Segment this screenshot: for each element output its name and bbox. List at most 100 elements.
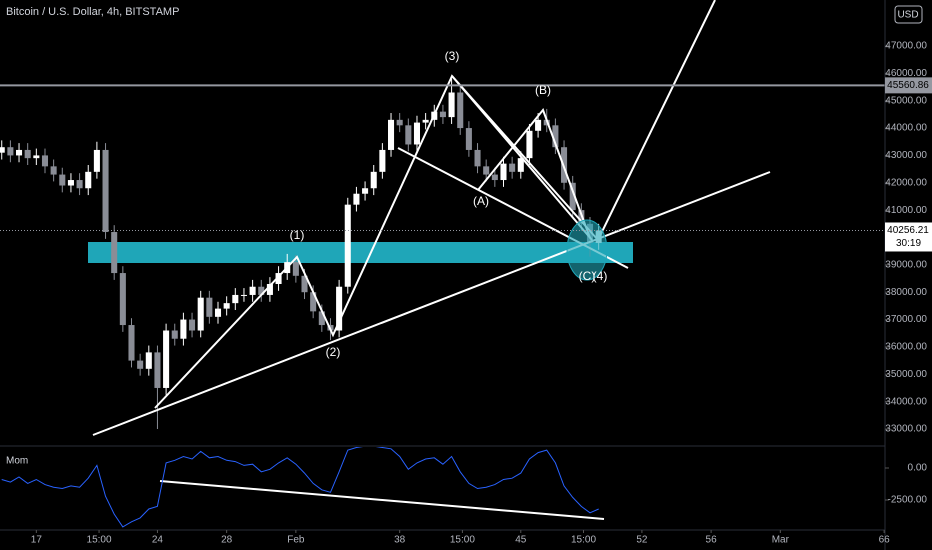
last-price-label: 40256.21	[887, 225, 929, 236]
y-tick-label: 36000.00	[885, 342, 927, 353]
candle-body	[163, 330, 170, 388]
highlight	[566, 219, 608, 281]
candle-body	[405, 125, 412, 145]
candle-body	[197, 297, 204, 331]
candle-body	[301, 275, 308, 293]
wave-label: (C)	[579, 269, 596, 283]
trend-line	[451, 75, 593, 241]
candle-body	[465, 128, 472, 150]
candle-body	[249, 286, 256, 295]
candle-body	[457, 92, 464, 129]
candle-body	[396, 119, 403, 126]
x-tick-label: 24	[152, 535, 164, 546]
candle-body	[171, 330, 178, 339]
candle-body	[483, 166, 490, 175]
candle-body	[214, 308, 222, 317]
candle-body	[379, 149, 386, 172]
y-tick-label: 43000.00	[885, 150, 927, 161]
x-tick-label: 15:00	[450, 535, 475, 546]
candle-body	[41, 155, 49, 167]
candle-body	[128, 325, 135, 361]
wave-label: (4)	[593, 269, 608, 283]
candle-body	[16, 149, 23, 156]
candle-body	[111, 232, 118, 274]
candle-body	[292, 262, 299, 276]
indicator-name: Mom	[6, 456, 28, 467]
candle-body	[526, 130, 533, 159]
candle-body	[370, 171, 377, 189]
candle-body	[353, 193, 360, 205]
candle-body	[24, 149, 31, 159]
candle-body	[517, 158, 524, 172]
candle-body	[336, 286, 343, 331]
candle-body	[76, 180, 83, 189]
x-tick-label: 45	[515, 535, 527, 546]
candle-body	[509, 163, 516, 172]
price-pane: (1) (2) (3) (A) (B) (C)(4)	[0, 0, 885, 436]
currency-label[interactable]: USD	[897, 10, 918, 21]
y-tick-label: 46000.00	[885, 68, 927, 79]
candle-body	[137, 360, 144, 369]
candle-body	[119, 273, 126, 326]
chart-title: Bitcoin / U.S. Dollar, 4h, BITSTAMP	[6, 6, 179, 18]
x-tick-label: 56	[706, 535, 718, 546]
x-tick-label: 17	[31, 535, 43, 546]
wave-label: (1)	[290, 228, 305, 242]
x-tick-label: 52	[636, 535, 648, 546]
candle-body	[189, 319, 196, 331]
candle-body	[413, 122, 421, 145]
wave-label: (2)	[326, 345, 341, 359]
y-tick-label: 45000.00	[885, 95, 927, 106]
candle-body	[439, 111, 446, 118]
wave-label: (3)	[445, 49, 460, 63]
candle-body	[102, 149, 109, 233]
x-tick-label: 38	[394, 535, 406, 546]
momentum-pane	[1, 447, 605, 528]
candle-body	[535, 119, 542, 131]
x-tick-label: 15:00	[571, 535, 596, 546]
candle-body	[0, 147, 5, 153]
candle-body	[552, 125, 559, 148]
candle-body	[85, 171, 92, 189]
candle-body	[240, 294, 247, 296]
y-tick-label: 35000.00	[885, 369, 927, 380]
candle-body	[448, 92, 455, 118]
candle-body	[7, 147, 14, 156]
candle-body	[344, 204, 351, 287]
candle-body	[154, 352, 161, 388]
currency-button[interactable]	[894, 5, 923, 24]
wave-label: (A)	[473, 194, 489, 208]
y-tick-label: -2500.00	[888, 495, 928, 506]
y-tick-label: 44000.00	[885, 123, 927, 134]
y-tick-label: 42000.00	[885, 177, 927, 188]
candle-body	[93, 149, 100, 172]
x-tick-label: Feb	[287, 535, 305, 546]
candle-body	[145, 352, 152, 369]
candle-body	[569, 182, 576, 211]
trend-line	[92, 171, 771, 436]
candle-body	[33, 155, 40, 159]
candle-body	[50, 166, 57, 175]
x-tick-label: 66	[879, 535, 891, 546]
candle-body	[387, 119, 395, 150]
candle-body	[474, 149, 481, 167]
y-tick-label: 38000.00	[885, 287, 927, 298]
candle-body	[310, 292, 317, 312]
candle-body	[422, 119, 429, 123]
level-label: 45560.86	[887, 80, 929, 91]
candle-body	[206, 297, 213, 317]
candle-body	[362, 188, 369, 194]
momentum-line	[1, 447, 599, 528]
wave-line	[477, 108, 591, 239]
candle-body	[59, 174, 66, 186]
wave-line	[154, 0, 716, 409]
support-zone	[88, 242, 633, 263]
countdown-label: 30:19	[896, 238, 921, 249]
candle-body	[223, 303, 230, 309]
candle-body	[232, 294, 239, 304]
x-tick-label: 15:00	[87, 535, 112, 546]
level-label-box	[885, 77, 932, 94]
wave-label: (B)	[535, 83, 551, 97]
divergence-line	[159, 480, 605, 520]
